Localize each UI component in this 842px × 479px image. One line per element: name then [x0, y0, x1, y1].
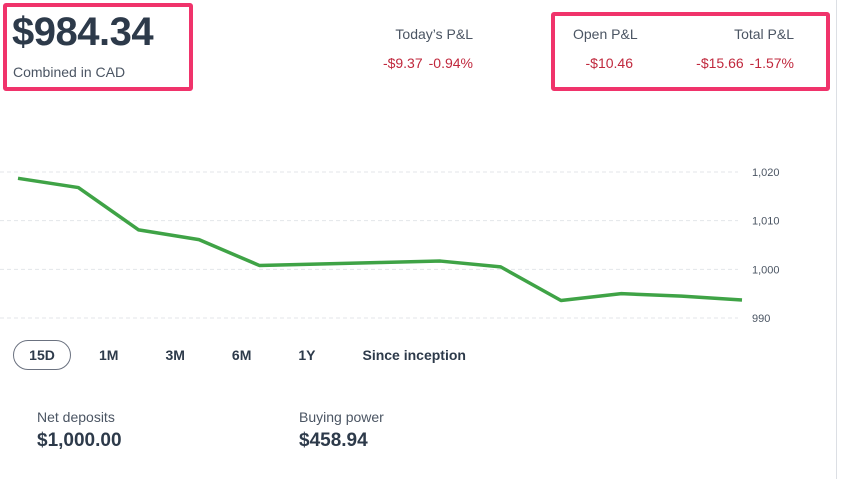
y-tick-label: 1,000: [752, 264, 780, 276]
total-pl-label: Total P&L: [734, 26, 794, 42]
currency-note: Combined in CAD: [13, 64, 126, 80]
balance-line-chart[interactable]: 1,020 1,010 1,000 990: [0, 150, 800, 335]
chart-y-axis: 1,020 1,010 1,000 990: [752, 167, 780, 325]
todays-pl-label: Today’s P&L: [395, 26, 473, 42]
open-pl-amount: -$10.46: [585, 55, 633, 71]
account-balance: $984.34: [12, 10, 154, 54]
chart-grid: [0, 171, 738, 319]
range-since-inception-button[interactable]: Since inception: [362, 347, 466, 363]
total-pl-value: -$15.66 -1.57%: [696, 55, 794, 71]
todays-pl-percent: -0.94%: [428, 55, 473, 71]
buying-power-value: $458.94: [299, 430, 368, 451]
y-tick-label: 1,020: [752, 167, 780, 179]
scrollbar-track[interactable]: [836, 0, 837, 479]
y-tick-label: 1,010: [752, 216, 780, 228]
buying-power-label: Buying power: [299, 409, 384, 425]
open-pl-value: -$10.46: [586, 55, 633, 71]
net-deposits-value: $1,000.00: [37, 430, 122, 451]
y-tick-label: 990: [752, 313, 770, 325]
range-6m-button[interactable]: 6M: [231, 347, 252, 363]
range-15d-button[interactable]: 15D: [13, 340, 71, 370]
open-pl-label: Open P&L: [573, 26, 638, 42]
chart-series: [17, 176, 743, 303]
pnl-highlight-box: [551, 12, 830, 91]
range-1m-button[interactable]: 1M: [99, 347, 119, 363]
balance-highlight-box: [3, 3, 193, 91]
range-1y-button[interactable]: 1Y: [298, 347, 316, 363]
time-range-selector: 15D 1M 3M 6M 1Y Since inception: [13, 340, 497, 370]
total-pl-amount: -$15.66: [696, 55, 744, 71]
balance-series-line: [17, 176, 743, 303]
net-deposits-label: Net deposits: [37, 409, 115, 425]
total-pl-percent: -1.57%: [749, 55, 794, 71]
range-3m-button[interactable]: 3M: [165, 347, 185, 363]
todays-pl-amount: -$9.37: [382, 55, 423, 71]
todays-pl-value: -$9.37 -0.94%: [383, 55, 473, 71]
